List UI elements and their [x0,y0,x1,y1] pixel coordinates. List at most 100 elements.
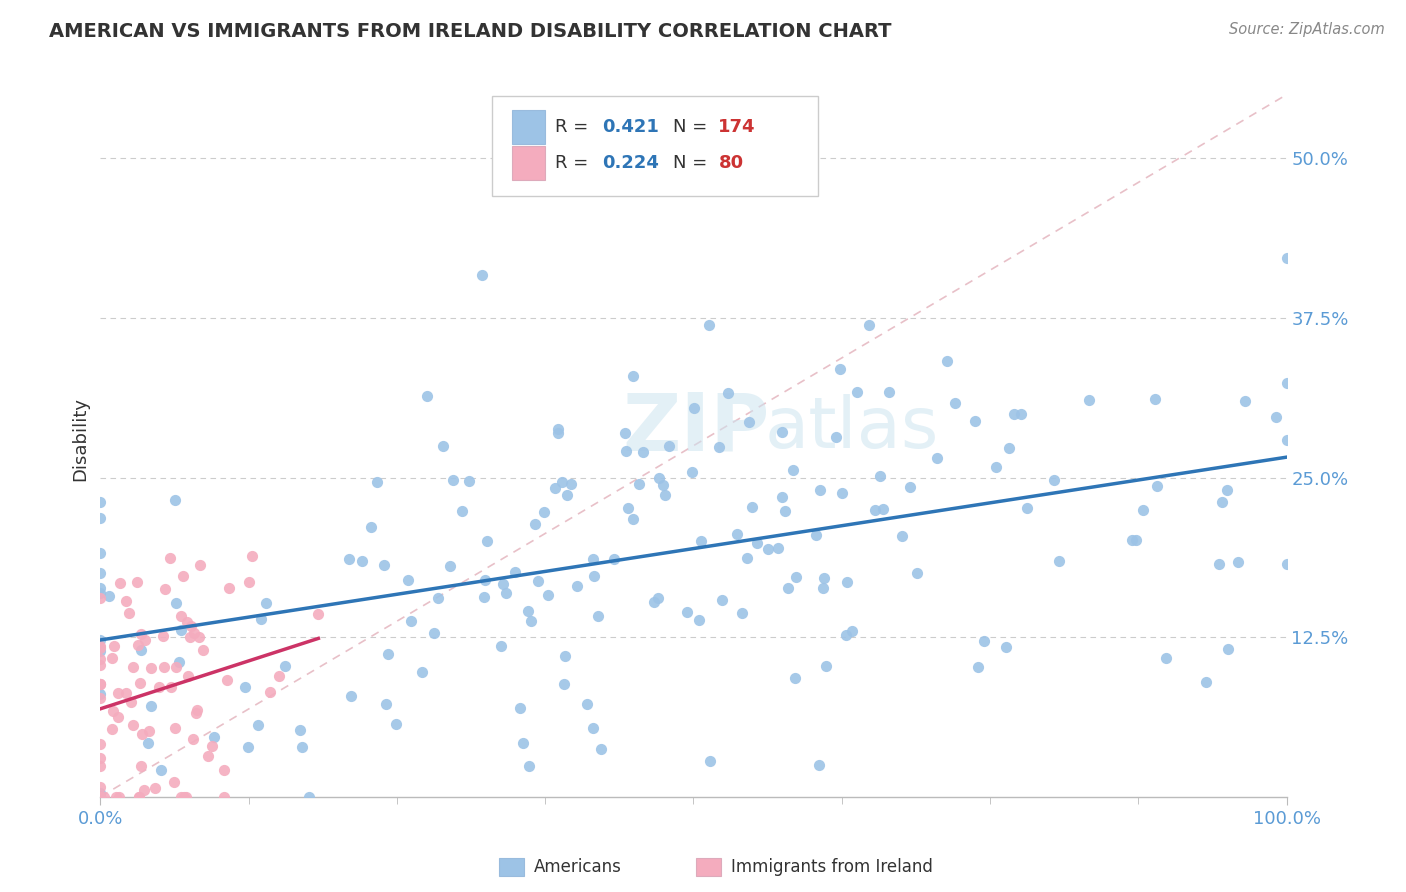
Point [129,758,152,772]
Point [128,789,150,804]
Point [1125,533,1147,547]
Point [651,478,673,492]
Point [139,661,162,675]
Point [89,687,111,701]
Point [93,789,115,804]
Point [1208,557,1230,571]
Point [108,789,131,804]
Point [250,612,273,626]
Point [738,415,761,429]
Point [136,736,159,750]
Text: ZIP: ZIP [623,390,769,467]
Point [179,630,201,644]
Point [165,492,187,507]
Point [555,487,578,501]
Point [1275,433,1298,447]
Point [89,690,111,705]
Point [366,475,388,489]
Point [1077,393,1099,408]
Point [526,574,548,588]
Point [122,660,145,674]
Point [512,736,534,750]
Point [1154,650,1177,665]
Point [1233,393,1256,408]
Point [89,511,111,525]
Point [360,519,382,533]
Point [647,471,669,485]
Point [254,596,277,610]
Point [173,789,195,804]
Point [628,477,651,491]
Point [89,758,111,772]
Point [89,751,111,765]
Point [242,549,264,563]
Point [683,401,706,416]
Point [170,624,193,638]
Point [603,552,626,566]
Point [138,723,160,738]
Point [725,527,748,541]
Point [148,680,170,694]
Point [824,430,846,444]
Point [267,668,290,682]
Point [1275,557,1298,571]
Point [432,439,454,453]
Point [89,677,111,691]
Point [457,474,479,488]
Text: R =: R = [555,118,593,136]
Point [509,701,531,715]
Point [872,501,894,516]
Point [967,659,990,673]
Point [690,533,713,548]
Point [89,780,111,794]
Point [995,640,1018,655]
Point [89,785,111,799]
Point [1211,495,1233,509]
Point [291,740,314,755]
Point [1043,473,1066,487]
Point [181,732,204,747]
Point [149,764,172,778]
Point [89,651,111,665]
Point [631,445,654,459]
Point [813,571,835,585]
Point [544,481,567,495]
Text: 0.421: 0.421 [602,118,659,136]
Point [770,425,793,440]
Text: N =: N = [673,118,713,136]
Point [89,585,111,599]
Point [783,671,806,685]
Point [831,485,853,500]
Point [1275,251,1298,265]
Point [492,577,515,591]
Point [547,425,569,440]
Point [89,789,111,804]
Point [997,441,1019,455]
Point [246,717,269,731]
Point [984,460,1007,475]
Point [215,673,238,687]
Text: 0.224: 0.224 [602,153,659,171]
Text: AMERICAN VS IMMIGRANTS FROM IRELAND DISABILITY CORRELATION CHART: AMERICAN VS IMMIGRANTS FROM IRELAND DISA… [49,22,891,41]
Point [89,657,111,672]
Point [898,480,921,494]
Point [127,638,149,652]
Point [835,575,858,590]
Point [567,579,589,593]
Text: Immigrants from Ireland: Immigrants from Ireland [731,858,934,876]
Point [524,517,547,532]
Point [152,629,174,643]
Point [1144,392,1167,406]
Point [212,763,235,777]
Point [533,505,555,519]
Point [89,633,111,648]
FancyBboxPatch shape [512,110,546,145]
Point [973,634,995,648]
Point [174,789,197,804]
Point [415,389,437,403]
Point [172,569,194,583]
Point [905,566,928,580]
Point [107,686,129,700]
Point [1017,501,1039,516]
Point [891,529,914,543]
